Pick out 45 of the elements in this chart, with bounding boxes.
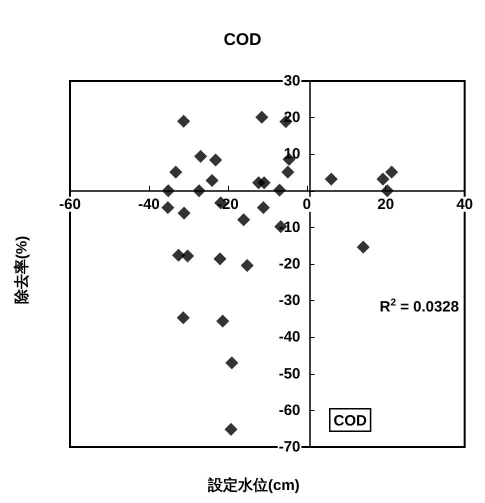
point xyxy=(213,252,226,266)
point xyxy=(273,184,286,197)
y-tick-label: -40 xyxy=(278,328,300,346)
point xyxy=(237,213,250,226)
point xyxy=(380,184,394,198)
point xyxy=(324,172,338,186)
point xyxy=(255,110,268,124)
point xyxy=(209,154,222,167)
point xyxy=(181,249,194,262)
point xyxy=(161,201,174,214)
x-tick-label: 20 xyxy=(377,196,394,213)
x-tick-label: -60 xyxy=(59,196,81,213)
x-tick-label: 0 xyxy=(302,196,311,213)
x-tick-label: 40 xyxy=(456,196,473,213)
point xyxy=(216,314,230,328)
point xyxy=(225,356,238,370)
point xyxy=(376,172,390,186)
point xyxy=(256,201,270,214)
y-tick-label: 30 xyxy=(284,72,300,90)
point xyxy=(281,166,294,179)
point xyxy=(169,166,182,179)
annotation: COD xyxy=(334,412,367,430)
y-axis-title: 除去率(%) xyxy=(12,236,30,304)
point xyxy=(224,422,238,436)
x-axis-title: 設定水位(cm) xyxy=(207,476,300,494)
point xyxy=(177,114,190,128)
point xyxy=(258,176,271,190)
point xyxy=(172,248,186,262)
y-tick-label: -70 xyxy=(278,438,300,456)
point xyxy=(176,311,190,324)
y-tick-label: 20 xyxy=(284,109,300,126)
point xyxy=(385,166,398,179)
point xyxy=(240,258,254,272)
point xyxy=(192,184,206,198)
y-tick-label: -30 xyxy=(278,292,300,310)
point xyxy=(206,174,219,188)
y-tick-label: -50 xyxy=(278,365,300,382)
point xyxy=(194,150,208,163)
point xyxy=(162,184,175,198)
point xyxy=(178,206,191,220)
y-tick-label: -60 xyxy=(278,402,300,419)
y-tick-label: -20 xyxy=(278,256,300,272)
chart-title: COD xyxy=(224,30,262,49)
point xyxy=(356,240,370,254)
x-tick-label: -40 xyxy=(138,196,160,213)
